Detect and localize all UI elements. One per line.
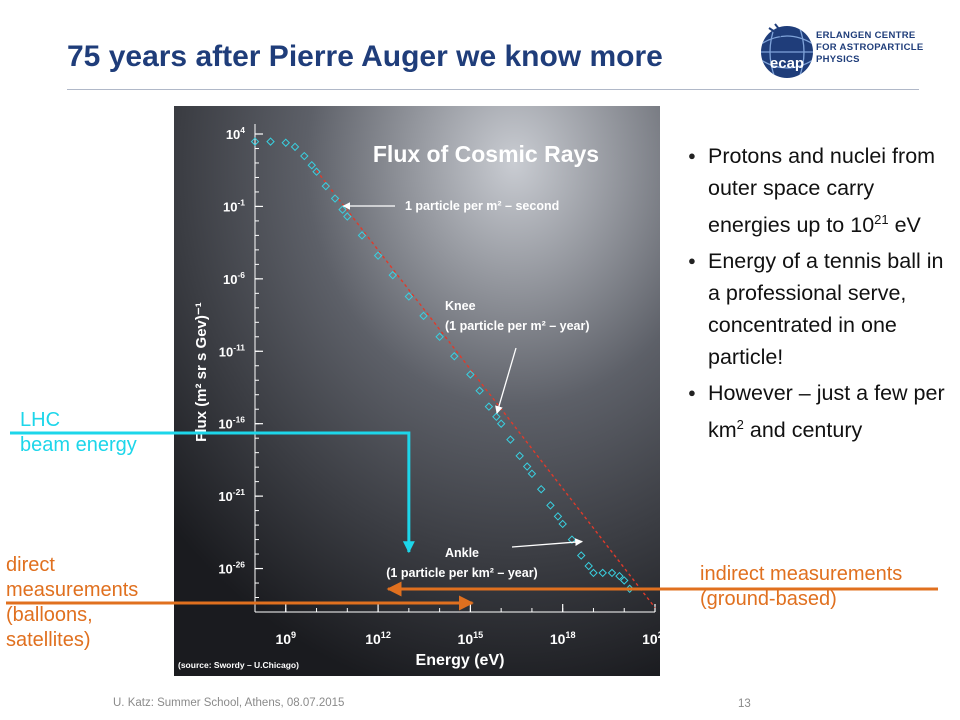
data-point bbox=[484, 402, 494, 411]
bullet-item: Protons and nuclei from outer space carr… bbox=[688, 140, 953, 241]
data-point bbox=[598, 568, 607, 578]
data-point bbox=[589, 568, 598, 578]
source-note: (source: Swordy – U.Chicago) bbox=[178, 660, 299, 670]
data-point bbox=[281, 138, 291, 147]
x-axis-label: Energy (eV) bbox=[416, 652, 505, 669]
data-point bbox=[584, 561, 593, 571]
data-point bbox=[312, 167, 321, 176]
data-point bbox=[506, 435, 515, 444]
data-point bbox=[515, 451, 524, 461]
indirect-measurements-label: indirect measurements (ground-based) bbox=[700, 563, 903, 610]
y-tick-label: 10-11 bbox=[219, 342, 246, 359]
data-point bbox=[338, 205, 347, 214]
footer-text: U. Katz: Summer School, Athens, 08.07.20… bbox=[113, 697, 345, 709]
bullet-item: However – just a few per km2 and century bbox=[688, 377, 953, 446]
data-point bbox=[266, 137, 275, 146]
data-point bbox=[300, 151, 309, 161]
data-point bbox=[492, 412, 501, 422]
data-point bbox=[496, 419, 506, 428]
data-points bbox=[250, 137, 634, 594]
y-tick-label: 10-1 bbox=[223, 197, 245, 214]
data-point bbox=[522, 462, 532, 471]
y-tick-label: 10-16 bbox=[218, 415, 245, 432]
data-point bbox=[546, 501, 555, 510]
data-point bbox=[466, 370, 475, 379]
data-point bbox=[250, 137, 260, 146]
annotation-label: 1 particle per m² – second bbox=[405, 199, 559, 213]
title-divider bbox=[67, 89, 919, 90]
plot-axes bbox=[254, 124, 656, 613]
logo-wordmark: ERLANGEN CENTRE FOR ASTROPARTICLE PHYSIC… bbox=[816, 30, 924, 66]
plot-panel bbox=[174, 106, 660, 676]
fit-line bbox=[315, 170, 656, 609]
data-point bbox=[625, 584, 634, 594]
annotation-label: Knee bbox=[445, 299, 476, 313]
data-point bbox=[419, 311, 428, 321]
bullet-list: Protons and nuclei from outer space carr… bbox=[688, 140, 953, 450]
chart-title: Flux of Cosmic Rays bbox=[373, 141, 599, 167]
annotation-arrow bbox=[511, 538, 583, 548]
annotation-label: Ankle bbox=[445, 546, 479, 560]
y-tick-label: 10-21 bbox=[218, 487, 245, 504]
page-number: 13 bbox=[738, 698, 751, 710]
annotations: 1 particle per m² – second Knee (1 particl… bbox=[342, 199, 590, 580]
logo-line: FOR ASTROPARTICLE bbox=[816, 42, 924, 53]
ecap-logo-icon: ecap bbox=[761, 23, 813, 78]
data-point bbox=[343, 212, 352, 221]
data-point bbox=[357, 231, 367, 240]
annotation-label: (1 particle per km² – year) bbox=[386, 566, 537, 580]
data-point bbox=[615, 571, 624, 581]
y-tick-label: 10-6 bbox=[223, 270, 245, 287]
x-tick-label: 109 bbox=[275, 630, 296, 647]
data-point bbox=[388, 270, 398, 280]
data-point bbox=[553, 512, 563, 521]
x-tick-label: 1015 bbox=[458, 630, 484, 647]
logo-line: ERLANGEN CENTRE bbox=[816, 30, 916, 41]
data-point bbox=[373, 251, 383, 260]
data-point bbox=[307, 160, 317, 170]
data-point bbox=[607, 568, 617, 578]
data-point bbox=[404, 292, 414, 301]
data-point bbox=[321, 181, 331, 191]
lhc-label: LHC beam energy bbox=[20, 409, 137, 456]
data-point bbox=[330, 194, 340, 203]
x-tick-label: 1012 bbox=[365, 630, 391, 647]
y-tick-label: 104 bbox=[226, 125, 245, 142]
bullet-item: Energy of a tennis ball in a professiona… bbox=[688, 245, 953, 373]
data-point bbox=[576, 551, 586, 560]
x-tick-label: 1021 bbox=[642, 630, 668, 647]
tick-labels: 109 1012 1015 1018 1021 104 10-1 10-6 10-11 10-16… bbox=[218, 125, 668, 647]
data-point bbox=[619, 576, 629, 585]
data-point bbox=[475, 386, 484, 395]
data-point bbox=[435, 332, 444, 342]
y-tick-label: 10-26 bbox=[218, 560, 245, 577]
data-point bbox=[536, 484, 546, 494]
svg-text:ecap: ecap bbox=[770, 55, 804, 72]
annotation-arrow bbox=[495, 347, 517, 414]
logo-line: PHYSICS bbox=[816, 54, 860, 65]
slide-title: 75 years after Pierre Auger we know more bbox=[67, 40, 663, 73]
data-point bbox=[567, 535, 577, 544]
data-point bbox=[290, 142, 300, 152]
x-tick-label: 1018 bbox=[550, 630, 576, 647]
annotation-label: (1 particle per m² – year) bbox=[445, 319, 590, 333]
y-axis-label: Flux (m² sr s Gev)⁻¹ bbox=[193, 302, 210, 442]
data-point bbox=[450, 352, 459, 361]
data-point bbox=[527, 469, 537, 478]
data-point bbox=[558, 519, 567, 529]
direct-measurements-label: direct measurements (balloons, satellite… bbox=[6, 554, 139, 651]
